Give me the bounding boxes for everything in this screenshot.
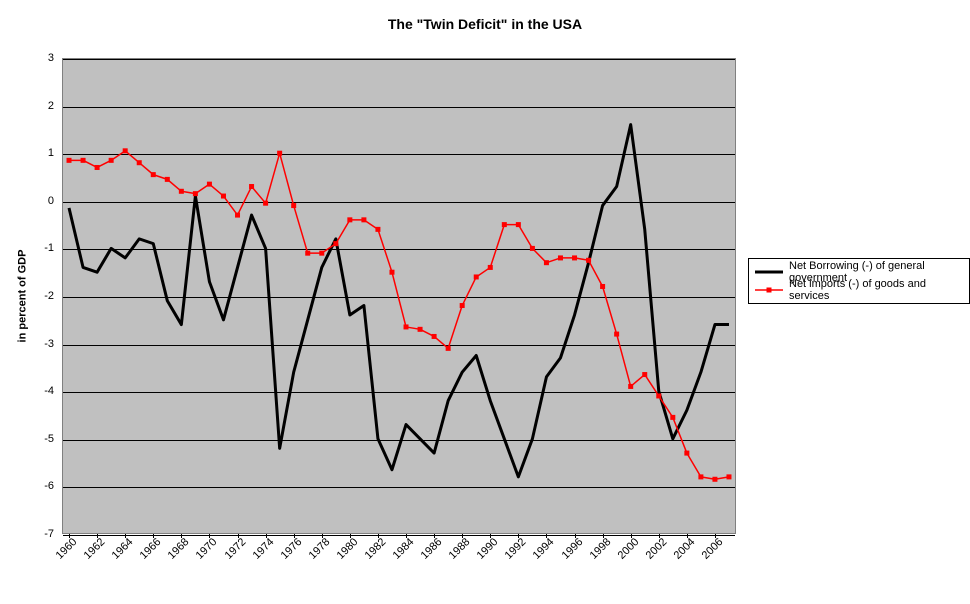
series-marker [460, 303, 465, 308]
y-tick-label: -6 [26, 480, 54, 492]
series-svg [62, 58, 736, 534]
series-marker [684, 451, 689, 456]
series-marker [291, 203, 296, 208]
series-marker [502, 222, 507, 227]
x-tick-label: 1994 [531, 536, 557, 562]
x-tick-label: 1986 [419, 536, 445, 562]
x-tick-label: 1968 [166, 536, 192, 562]
x-tick-label: 1978 [306, 536, 332, 562]
series-marker [137, 160, 142, 165]
series-marker [67, 158, 72, 163]
x-tick-label: 1990 [475, 536, 501, 562]
series-marker [361, 217, 366, 222]
series-marker [333, 241, 338, 246]
series-marker [165, 177, 170, 182]
series-line [69, 151, 729, 479]
series-marker [600, 284, 605, 289]
series-marker [404, 324, 409, 329]
series-marker [558, 255, 563, 260]
series-marker [446, 346, 451, 351]
y-tick-label: -4 [26, 385, 54, 397]
x-tick-label: 2006 [700, 536, 726, 562]
series-marker [712, 477, 717, 482]
legend-swatch [755, 283, 783, 297]
series-marker [235, 213, 240, 218]
series-marker [614, 332, 619, 337]
y-tick-label: 2 [26, 100, 54, 112]
x-tick-label: 1966 [138, 536, 164, 562]
series-marker [95, 165, 100, 170]
y-tick-label: -1 [26, 242, 54, 254]
x-tick-label: 1970 [194, 536, 220, 562]
series-marker [207, 182, 212, 187]
series-marker [586, 258, 591, 263]
series-marker [628, 384, 633, 389]
series-marker [670, 415, 675, 420]
chart-title: The "Twin Deficit" in the USA [0, 16, 970, 32]
x-tick-label: 2004 [672, 536, 698, 562]
series-marker [179, 189, 184, 194]
y-tick-label: -5 [26, 433, 54, 445]
series-marker [221, 194, 226, 199]
x-tick-label: 2002 [643, 536, 669, 562]
series-marker [109, 158, 114, 163]
series-marker [319, 251, 324, 256]
series-marker [277, 151, 282, 156]
series-marker [193, 191, 198, 196]
series-marker [656, 393, 661, 398]
series-marker [375, 227, 380, 232]
x-tick-label: 1996 [559, 536, 585, 562]
series-marker [642, 372, 647, 377]
series-marker [249, 184, 254, 189]
x-tick-label: 1980 [335, 536, 361, 562]
legend: Net Borrowing (-) of general government … [748, 258, 970, 304]
series-marker [305, 251, 310, 256]
series-marker [389, 270, 394, 275]
x-tick-label: 1998 [587, 536, 613, 562]
series-marker [698, 474, 703, 479]
series-marker [726, 474, 731, 479]
x-tick-label: 1984 [391, 536, 417, 562]
series-marker [530, 246, 535, 251]
x-tick-label: 1988 [447, 536, 473, 562]
x-tick-label: 1982 [363, 536, 389, 562]
x-tick-label: 1992 [503, 536, 529, 562]
x-tick-label: 1972 [222, 536, 248, 562]
legend-item: Net imports (-) of goods and services [755, 281, 961, 299]
series-marker [123, 148, 128, 153]
y-tick-label: 0 [26, 195, 54, 207]
series-marker [81, 158, 86, 163]
x-tick-label: 2000 [615, 536, 641, 562]
legend-swatch [755, 265, 783, 279]
series-marker [432, 334, 437, 339]
y-tick-label: -2 [26, 290, 54, 302]
x-tick-label: 1962 [82, 536, 108, 562]
x-tick-label: 1974 [250, 536, 276, 562]
y-tick-label: -3 [26, 338, 54, 350]
y-tick-label: -7 [26, 528, 54, 540]
y-tick-label: 3 [26, 52, 54, 64]
plot-wrap: -7-6-5-4-3-2-101231960196219641966196819… [62, 58, 736, 534]
series-marker [516, 222, 521, 227]
x-tick-label: 1960 [54, 536, 80, 562]
legend-label: Net imports (-) of goods and services [789, 278, 961, 302]
x-tick-label: 1976 [278, 536, 304, 562]
series-marker [151, 172, 156, 177]
x-tick-label: 1964 [110, 536, 136, 562]
series-marker [572, 255, 577, 260]
series-marker [474, 274, 479, 279]
series-marker [263, 201, 268, 206]
series-marker [488, 265, 493, 270]
series-marker [347, 217, 352, 222]
series-marker [544, 260, 549, 265]
gridline [63, 535, 735, 536]
y-tick-label: 1 [26, 147, 54, 159]
series-marker [418, 327, 423, 332]
